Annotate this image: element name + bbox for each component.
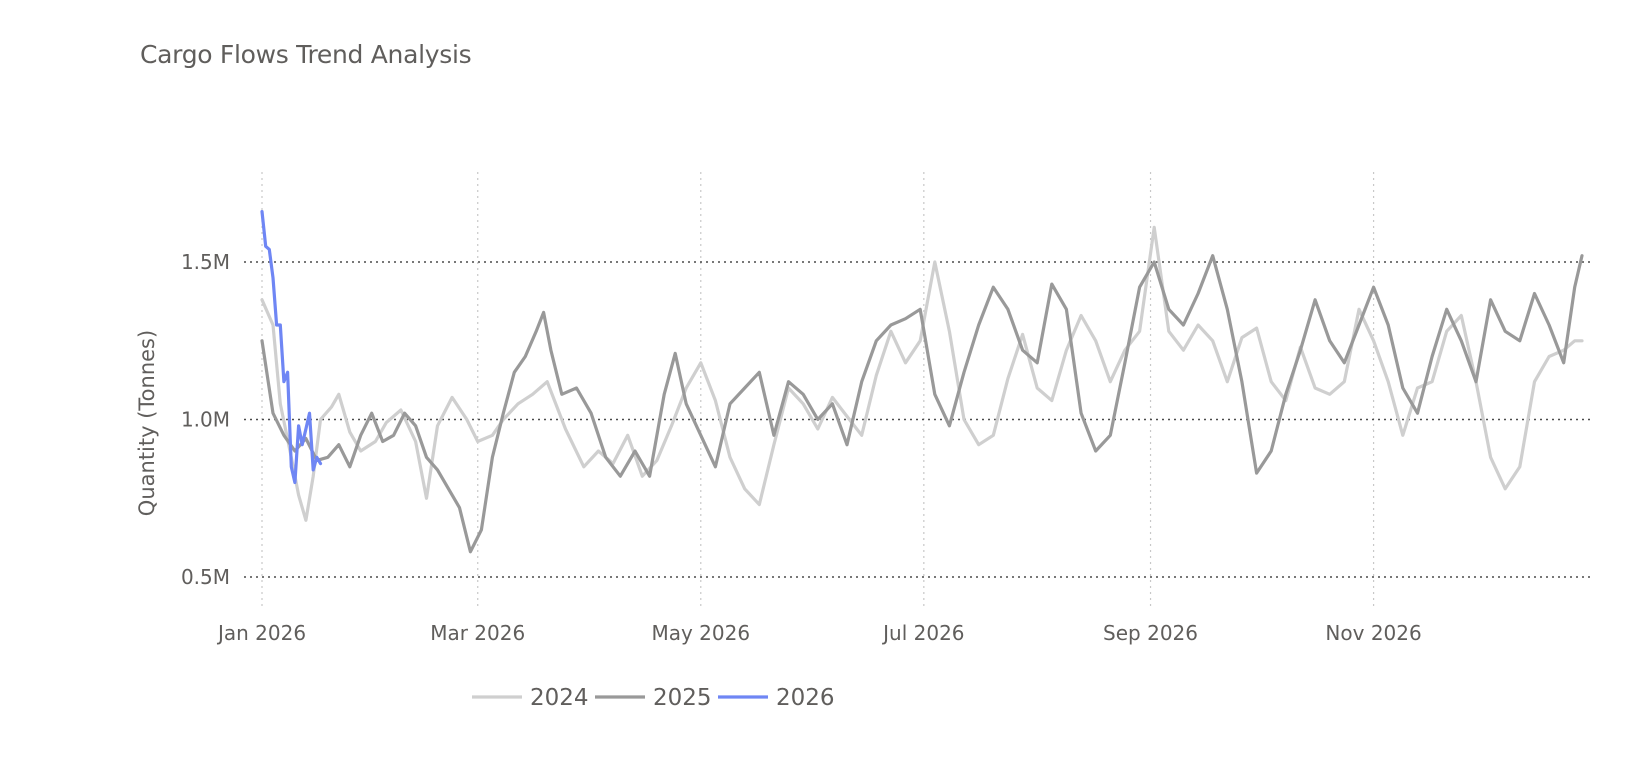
- series-line-2026: [260, 210, 323, 485]
- series-line-2024: [260, 225, 1584, 522]
- y-axis-tick-labels: 1.5M 1.0M 0.5M: [181, 250, 230, 589]
- x-tick-label-2: May 2026: [651, 621, 750, 645]
- y-tick-label-2: 0.5M: [181, 565, 230, 589]
- y-axis-title: Quantity (Tonnes): [135, 330, 159, 516]
- x-tick-label-3: Jul 2026: [881, 621, 964, 645]
- legend-label-2026: 2026: [776, 685, 835, 711]
- legend-label-2024: 2024: [530, 685, 589, 711]
- legend-label-2025: 2025: [653, 685, 712, 711]
- y-tick-label-0: 1.5M: [181, 250, 230, 274]
- chart-title: Cargo Flows Trend Analysis: [140, 40, 472, 69]
- horizontal-gridlines: [244, 261, 1590, 578]
- series-lines: [260, 210, 1584, 554]
- x-axis-tick-labels: Jan 2026 Mar 2026 May 2026 Jul 2026 Sep 2026…: [216, 621, 1422, 645]
- y-tick-label-1: 1.0M: [181, 408, 230, 432]
- x-tick-label-0: Jan 2026: [216, 621, 306, 645]
- series-line-2025: [260, 254, 1584, 554]
- x-tick-label-4: Sep 2026: [1103, 621, 1198, 645]
- x-tick-label-1: Mar 2026: [430, 621, 525, 645]
- vertical-gridlines: [261, 172, 1375, 608]
- x-tick-label-5: Nov 2026: [1325, 621, 1421, 645]
- legend: 2024 2025 2026: [472, 685, 835, 711]
